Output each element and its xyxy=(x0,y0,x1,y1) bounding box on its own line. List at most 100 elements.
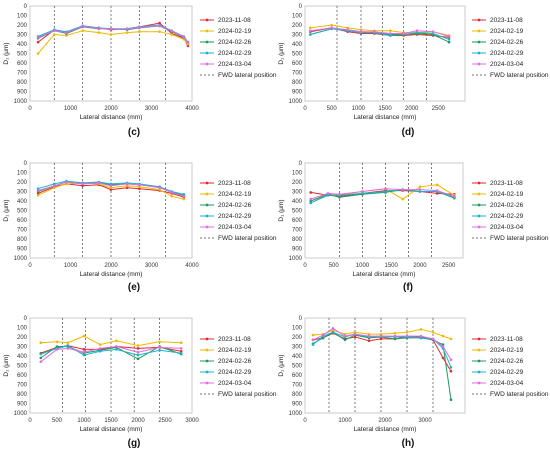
data-point xyxy=(330,23,333,27)
legend-label: 2024-02-29 xyxy=(218,50,252,57)
data-point xyxy=(36,194,40,197)
data-point xyxy=(431,337,435,341)
y-tick-label: 700 xyxy=(292,71,303,77)
legend-marker xyxy=(205,214,209,218)
data-point xyxy=(343,332,347,336)
data-point xyxy=(39,352,43,356)
data-point xyxy=(435,183,439,187)
panel-caption: (c) xyxy=(128,127,140,138)
data-point xyxy=(353,330,357,334)
data-point xyxy=(331,329,335,332)
panel-caption: (d) xyxy=(402,127,415,138)
data-point xyxy=(98,347,102,350)
data-point xyxy=(81,25,84,28)
legend-label: 2023-11-08 xyxy=(218,180,251,187)
data-point xyxy=(379,334,383,338)
data-point xyxy=(158,30,161,33)
data-point xyxy=(170,194,174,198)
legend-marker xyxy=(205,381,209,385)
legend-marker xyxy=(205,192,209,196)
y-tick-label: 600 xyxy=(292,218,303,224)
y-tick-label: 0 xyxy=(299,161,303,167)
data-point xyxy=(309,29,312,32)
legend-label: 2023-11-08 xyxy=(490,17,523,24)
data-point xyxy=(441,356,445,360)
legend-label: 2024-02-26 xyxy=(218,358,252,365)
y-tick-label: 100 xyxy=(292,171,303,177)
data-point xyxy=(431,30,435,33)
data-point xyxy=(415,29,419,32)
data-point xyxy=(98,349,102,353)
x-tick-label: 1000 xyxy=(338,418,352,424)
data-point xyxy=(441,345,445,348)
y-tick-label: 200 xyxy=(292,335,303,341)
legend-label: 2024-02-26 xyxy=(218,202,252,209)
data-point xyxy=(182,194,186,198)
x-tick-label: 500 xyxy=(52,418,63,424)
data-point xyxy=(179,341,183,345)
y-tick-label: 700 xyxy=(17,71,28,77)
data-point xyxy=(311,343,315,346)
plot-frame xyxy=(304,317,466,414)
y-tick-label: 400 xyxy=(17,42,28,48)
legend-label: 2024-02-26 xyxy=(490,358,524,365)
x-tick-label: 0 xyxy=(28,106,32,112)
data-point xyxy=(441,334,445,338)
legend-label: 2023-11-08 xyxy=(490,336,523,343)
data-point xyxy=(66,344,70,347)
x-tick-label: 0 xyxy=(28,418,32,424)
data-point xyxy=(393,331,397,335)
y-axis-title: D₁ (μm) xyxy=(3,42,10,64)
x-tick-label: 1500 xyxy=(104,418,118,424)
data-point xyxy=(389,29,392,32)
y-tick-label: 600 xyxy=(292,61,303,67)
data-point xyxy=(81,29,84,32)
data-point xyxy=(311,338,315,342)
data-point xyxy=(136,357,140,361)
data-point xyxy=(186,44,190,48)
data-point xyxy=(109,184,113,188)
data-point xyxy=(415,31,419,34)
x-tick-label: 3000 xyxy=(145,106,159,112)
data-point xyxy=(331,327,335,330)
x-axis-title: Lateral distance (mm) xyxy=(80,426,143,433)
y-tick-label: 600 xyxy=(17,218,28,224)
legend-label: FWD lateral position xyxy=(490,391,549,398)
y-axis-title: D₁ (μm) xyxy=(3,354,10,376)
data-point xyxy=(65,31,68,34)
y-tick-label: 1000 xyxy=(14,99,28,105)
data-point xyxy=(97,27,101,30)
data-point xyxy=(115,339,118,343)
y-tick-label: 800 xyxy=(292,237,303,243)
y-tick-label: 900 xyxy=(292,90,303,96)
data-point xyxy=(138,30,141,33)
data-point xyxy=(309,197,313,201)
legend-marker xyxy=(205,181,209,185)
y-tick-label: 700 xyxy=(17,383,28,389)
y-tick-label: 1000 xyxy=(289,99,303,105)
legend-label: 2024-02-29 xyxy=(490,50,524,57)
data-point xyxy=(53,29,56,32)
data-point xyxy=(401,197,404,201)
y-tick-label: 500 xyxy=(292,52,303,58)
x-tick-label: 2000 xyxy=(378,418,392,424)
data-point xyxy=(82,348,86,351)
legend-label: FWD lateral position xyxy=(490,235,549,242)
data-point xyxy=(55,340,59,344)
data-point xyxy=(136,347,140,350)
y-axis-title: D₁ (μm) xyxy=(278,199,285,221)
data-point xyxy=(367,332,371,336)
data-point xyxy=(384,190,387,193)
data-point xyxy=(53,184,56,188)
data-point xyxy=(449,358,453,362)
y-tick-label: 0 xyxy=(24,161,28,167)
data-point xyxy=(435,189,439,192)
data-point xyxy=(309,191,313,194)
legend-marker xyxy=(205,40,209,44)
y-tick-label: 500 xyxy=(292,364,303,370)
legend: 2023-11-08 2024-02-19 2024-02-26 2024-02-29… xyxy=(472,17,549,79)
data-point xyxy=(338,195,341,199)
data-point xyxy=(125,184,129,188)
